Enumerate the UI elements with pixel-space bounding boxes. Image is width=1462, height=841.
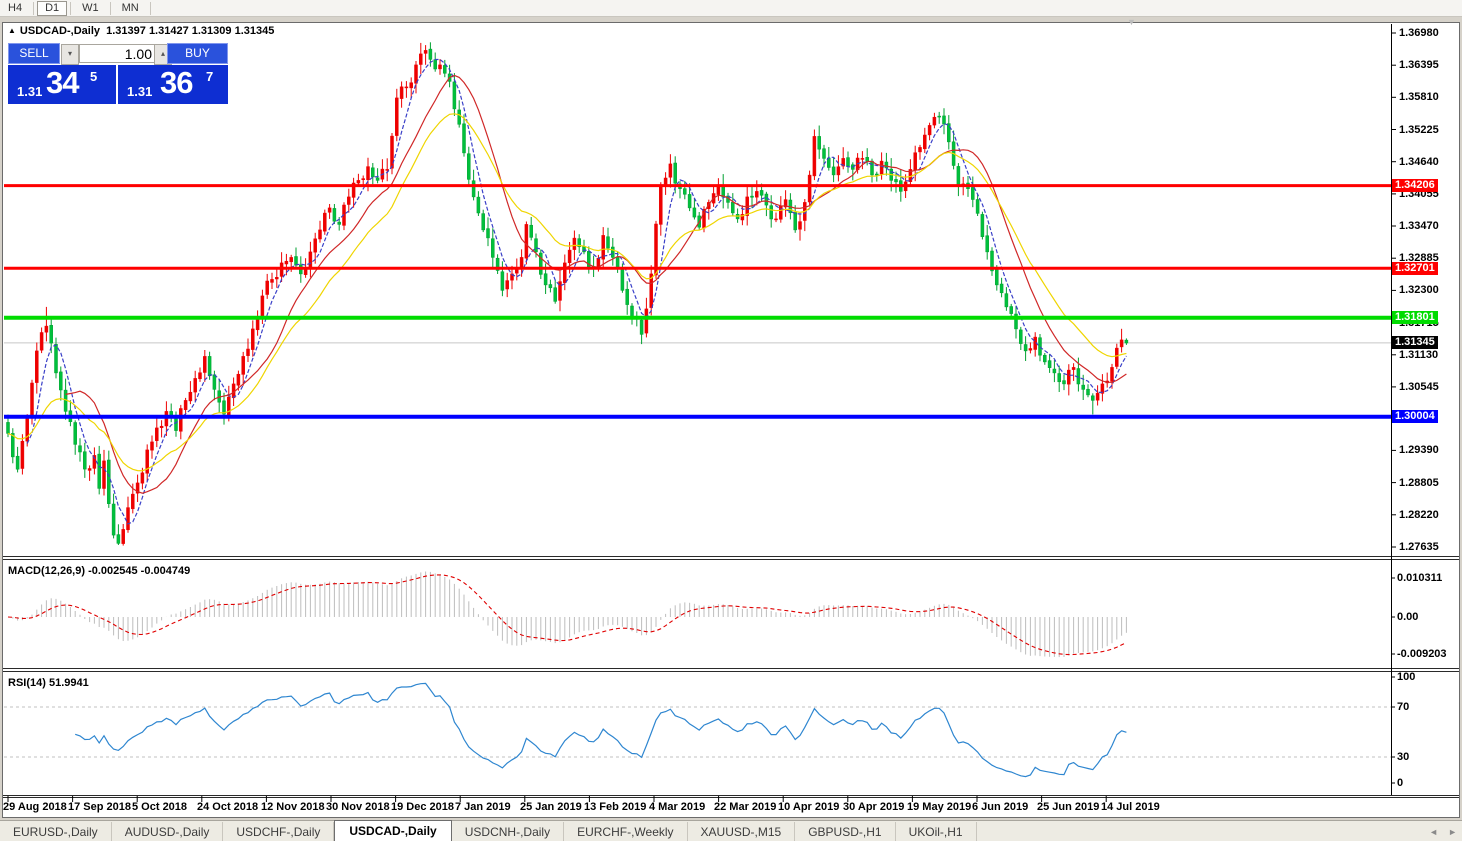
chart-tab-audusd[interactable]: AUDUSD-,Daily — [112, 822, 224, 841]
price-axis-tick: 1.33470 — [1399, 220, 1439, 232]
buy-price-point: 7 — [206, 69, 214, 84]
date-axis-label: 17 Sep 2018 — [68, 801, 131, 813]
rsi-axis-label: 0 — [1397, 777, 1404, 789]
date-axis-label: 14 Jul 2019 — [1101, 801, 1160, 813]
date-axis-label: 25 Jun 2019 — [1037, 801, 1100, 813]
sell-price-point: 5 — [90, 69, 98, 84]
macd-axis-label: 0.010311 — [1397, 572, 1443, 584]
price-axis-tick: 1.30545 — [1399, 381, 1439, 393]
rsi-axis-label: 100 — [1397, 671, 1416, 683]
date-axis-label: 12 Nov 2018 — [261, 801, 325, 813]
date-axis-label: 5 Oct 2018 — [132, 801, 188, 813]
macd-axis-label: 0.00 — [1397, 611, 1419, 623]
chart-tab-eurchf[interactable]: EURCHF-,Weekly — [564, 822, 688, 841]
price-axis-tick: 1.27635 — [1399, 541, 1439, 553]
rsi-axis-label: 70 — [1397, 701, 1410, 713]
sell-price-prefix: 1.31 — [17, 84, 43, 99]
date-axis-label: 30 Nov 2018 — [326, 801, 390, 813]
date-axis-label: 13 Feb 2019 — [584, 801, 647, 813]
timeframe-button-mn[interactable]: MN — [121, 1, 139, 14]
symbol-period-label: USDCAD-,Daily — [19, 25, 100, 37]
date-axis-label: 30 Apr 2019 — [843, 801, 905, 813]
date-axis-label: 19 May 2019 — [907, 801, 972, 813]
toolbar-separator — [33, 1, 35, 15]
toolbar-separator — [149, 1, 151, 15]
price-axis-tick: 1.36395 — [1399, 59, 1439, 71]
sell-price-pips: 34 — [46, 65, 79, 100]
date-axis-label: 29 Aug 2018 — [3, 801, 67, 813]
date-axis-label: 10 Apr 2019 — [778, 801, 840, 813]
buy-button[interactable]: BUY — [167, 43, 228, 64]
level-price-badge: 1.34206 — [1392, 179, 1438, 192]
price-axis-tick: 1.32885 — [1399, 252, 1439, 264]
chart-window — [2, 22, 1460, 818]
current-price-badge: 1.31345 — [1392, 336, 1438, 349]
price-axis-tick: 1.31130 — [1399, 349, 1439, 361]
price-axis-tick: 1.28805 — [1399, 477, 1439, 489]
chart-tab-usdcnh[interactable]: USDCNH-,Daily — [452, 822, 565, 841]
date-axis-label: 7 Jan 2019 — [455, 801, 511, 813]
price-axis-tick: 1.36980 — [1399, 27, 1439, 39]
rsi-indicator-label: RSI(14) 51.9941 — [8, 677, 89, 689]
price-axis-tick: 1.34640 — [1399, 156, 1439, 168]
buy-price-pips: 36 — [160, 65, 193, 100]
chart-tab-xauusd[interactable]: XAUUSD-,M15 — [688, 822, 796, 841]
date-axis-label: 19 Dec 2018 — [391, 801, 454, 813]
collapse-triangle-icon[interactable]: ▲ — [8, 26, 16, 35]
date-axis-label: 25 Jan 2019 — [520, 801, 582, 813]
price-axis-tick: 1.32300 — [1399, 284, 1439, 296]
chart-tab-usdcad[interactable]: USDCAD-,Daily — [334, 820, 452, 841]
toolbar-separator — [70, 1, 72, 15]
rsi-axis-label: 30 — [1397, 751, 1410, 763]
toolbar-separator — [109, 1, 111, 15]
chart-tab-ukoil[interactable]: UKOil-,H1 — [896, 822, 977, 841]
sell-button[interactable]: SELL — [8, 43, 60, 64]
level-price-badge: 1.31801 — [1392, 311, 1438, 324]
chart-title: ▲ USDCAD-,Daily 1.31397 1.31427 1.31309 1… — [8, 25, 274, 37]
macd-indicator-label: MACD(12,26,9) -0.002545 -0.004749 — [8, 565, 191, 577]
chart-tab-bar: EURUSD-,Daily AUDUSD-,Daily USDCHF-,Daily U… — [0, 820, 1462, 841]
ohlc-values: 1.31397 1.31427 1.31309 1.31345 — [106, 25, 275, 37]
buy-price-prefix: 1.31 — [127, 84, 153, 99]
chart-tab-usdchf[interactable]: USDCHF-,Daily — [223, 822, 335, 841]
volume-input[interactable] — [79, 44, 159, 63]
buy-price-display[interactable]: 1.31 36 7 — [118, 65, 228, 104]
macd-axis-label: -0.009203 — [1397, 648, 1447, 660]
date-axis-label: 24 Oct 2018 — [197, 801, 259, 813]
timeframe-toolbar: H4 D1 W1 MN — [0, 0, 1462, 17]
sell-price-display[interactable]: 1.31 34 5 — [8, 65, 116, 104]
chart-tab-eurusd[interactable]: EURUSD-,Daily — [0, 822, 112, 841]
timeframe-button-d1[interactable]: D1 — [37, 0, 68, 16]
level-price-badge: 1.32701 — [1392, 262, 1438, 275]
chart-tab-gbpusd[interactable]: GBPUSD-,H1 — [795, 822, 896, 841]
level-price-badge: 1.30004 — [1392, 410, 1438, 423]
chart-shift-marker-icon[interactable]: ▼ — [1127, 17, 1136, 27]
price-axis-tick: 1.29390 — [1399, 444, 1439, 456]
date-axis-label: 6 Jun 2019 — [972, 801, 1029, 813]
price-axis-tick: 1.28220 — [1399, 509, 1439, 521]
price-axis-tick: 1.35810 — [1399, 91, 1439, 103]
date-axis-label: 22 Mar 2019 — [714, 801, 777, 813]
one-click-trading-panel: SELL ▾ ▴ BUY 1.31 34 5 1.31 36 7 — [8, 43, 228, 104]
scroll-left-icon[interactable]: ◄ — [1429, 826, 1439, 837]
volume-decrease-button[interactable]: ▾ — [61, 44, 79, 65]
timeframe-button-h4[interactable]: H4 — [8, 1, 23, 14]
date-axis-label: 4 Mar 2019 — [649, 801, 706, 813]
price-axis-tick: 1.35225 — [1399, 124, 1439, 136]
timeframe-button-w1[interactable]: W1 — [82, 1, 99, 14]
scroll-right-icon[interactable]: ► — [1448, 826, 1457, 837]
